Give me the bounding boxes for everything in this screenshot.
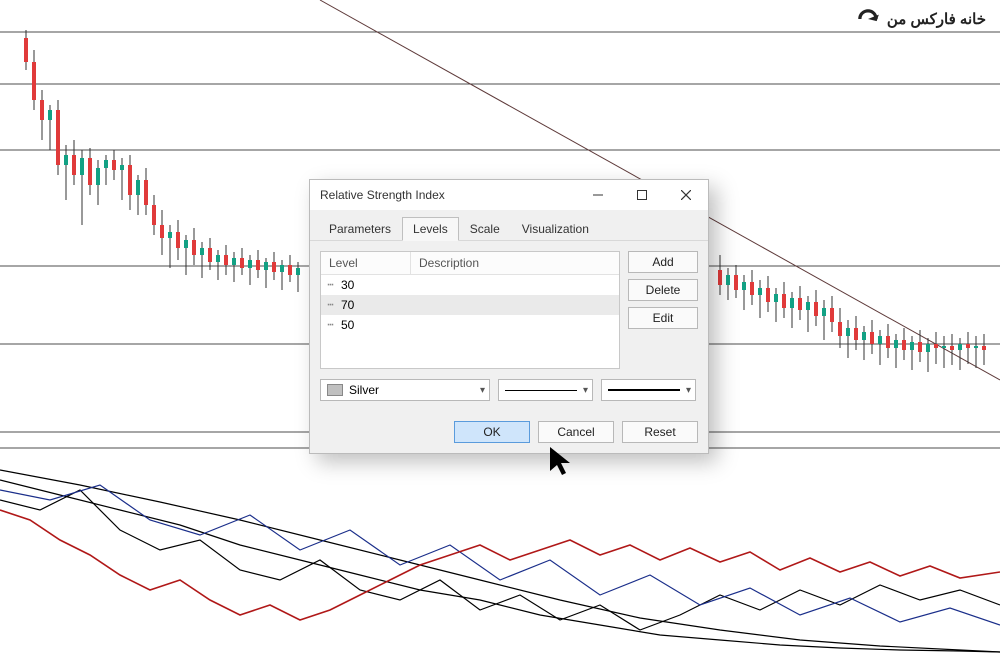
level-row[interactable]: ┅30	[321, 275, 619, 295]
color-swatch	[327, 384, 343, 396]
line-style-sample	[505, 390, 577, 391]
watermark: خانه فارکس من	[855, 6, 986, 32]
add-button[interactable]: Add	[628, 251, 698, 273]
level-row[interactable]: ┅50	[321, 315, 619, 335]
color-combo[interactable]: Silver ▾	[320, 379, 490, 401]
levels-list[interactable]: Level Description ┅30┅70┅50	[320, 251, 620, 369]
levels-panel: Level Description ┅30┅70┅50 Add Delete E…	[310, 241, 708, 411]
levels-rows: ┅30┅70┅50	[321, 275, 619, 335]
dialog-footer: OK Cancel Reset	[310, 411, 708, 453]
col-description: Description	[411, 252, 619, 274]
delete-button[interactable]: Delete	[628, 279, 698, 301]
dialog-title: Relative Strength Index	[320, 188, 576, 202]
tabstrip: Parameters Levels Scale Visualization	[310, 210, 708, 241]
line-width-combo[interactable]: ▾	[601, 379, 696, 401]
tab-parameters[interactable]: Parameters	[318, 217, 402, 241]
close-button[interactable]	[664, 180, 708, 210]
level-value: 50	[339, 318, 411, 332]
ok-button[interactable]: OK	[454, 421, 530, 443]
edit-button[interactable]: Edit	[628, 307, 698, 329]
line-style-combo[interactable]: ▾	[498, 379, 593, 401]
chevron-down-icon: ▾	[686, 385, 691, 396]
watermark-text: خانه فارکس من	[887, 10, 986, 28]
level-value: 70	[339, 298, 411, 312]
rsi-dialog: Relative Strength Index Parameters Level…	[309, 179, 709, 454]
line-width-sample	[608, 389, 680, 391]
col-level: Level	[321, 252, 411, 274]
watermark-icon	[855, 6, 881, 32]
titlebar[interactable]: Relative Strength Index	[310, 180, 708, 210]
cancel-button[interactable]: Cancel	[538, 421, 614, 443]
level-dash-icon: ┅	[321, 320, 339, 331]
tab-scale[interactable]: Scale	[459, 217, 511, 241]
minimize-button[interactable]	[576, 180, 620, 210]
tab-visualization[interactable]: Visualization	[511, 217, 600, 241]
level-dash-icon: ┅	[321, 280, 339, 291]
level-row[interactable]: ┅70	[321, 295, 619, 315]
level-dash-icon: ┅	[321, 300, 339, 311]
maximize-button[interactable]	[620, 180, 664, 210]
level-value: 30	[339, 278, 411, 292]
color-name: Silver	[349, 383, 379, 397]
reset-button[interactable]: Reset	[622, 421, 698, 443]
chevron-down-icon: ▾	[583, 385, 588, 396]
levels-header: Level Description	[321, 252, 619, 275]
chevron-down-icon: ▾	[480, 385, 485, 396]
tab-levels[interactable]: Levels	[402, 217, 459, 241]
